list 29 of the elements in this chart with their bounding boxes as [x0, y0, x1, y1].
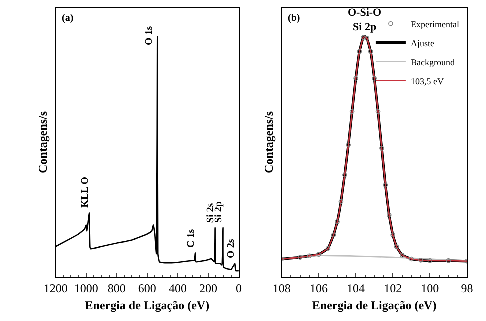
x-tick-label: 200	[199, 282, 218, 296]
legend-label: Ajuste	[410, 38, 434, 48]
annotation: O-Si-O Si 2p	[348, 7, 382, 34]
x-tick-label: 102	[384, 282, 402, 296]
x-axis-title: Energia de Ligação (eV)	[85, 298, 210, 312]
annotation: KLL O	[80, 176, 92, 208]
annotation: O 1s	[144, 26, 155, 46]
legend-label: 103,5 eV	[410, 76, 444, 86]
text: (b)	[288, 13, 300, 24]
x-tick-label: 108	[272, 282, 291, 296]
x-tick-label: 800	[108, 282, 126, 296]
annotation: C 1s	[186, 229, 197, 248]
x-tick-label: 104	[347, 282, 366, 296]
x-tick-label: 100	[421, 282, 440, 296]
text: (a)	[62, 13, 74, 24]
x-tick-label: 98	[461, 282, 474, 296]
x-axis-title: Energia de Ligação (eV)	[312, 298, 437, 312]
x-tick-label: 400	[168, 282, 187, 296]
annotation: Si 2p	[213, 201, 224, 224]
x-tick-label: 600	[138, 282, 156, 296]
y-axis-title: Contagens/s	[36, 111, 50, 174]
x-tick-label: 1200	[44, 282, 68, 296]
legend-label: Experimental	[410, 19, 460, 30]
legend-label: Background	[410, 57, 456, 68]
annotation: O 2s	[226, 239, 237, 258]
y-axis-title: Contagens/s	[262, 111, 276, 174]
x-tick-label: 106	[310, 282, 328, 296]
x-tick-label: 0	[236, 282, 242, 296]
x-tick-label: 1000	[74, 282, 98, 296]
